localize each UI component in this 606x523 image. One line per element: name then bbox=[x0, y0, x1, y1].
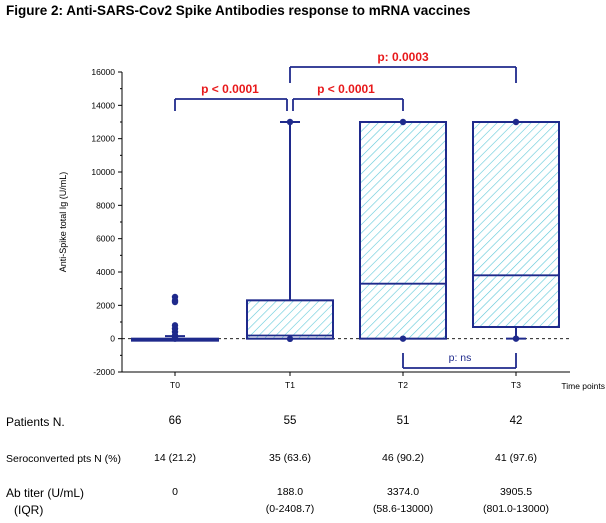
row-label-ab-titer: Ab titer (U/mL) bbox=[6, 486, 85, 500]
x-tick-label: T2 bbox=[398, 380, 408, 390]
table-cell: 3374.0 bbox=[386, 486, 420, 498]
outlier-point bbox=[286, 335, 294, 343]
x-axis-label: Time points bbox=[561, 381, 605, 391]
y-tick-label: 10000 bbox=[91, 167, 115, 177]
box-plot-chart: -2000 0 2000 4000 6000 8000 10000 12000 14000 160… bbox=[58, 50, 605, 391]
box-T2 bbox=[359, 121, 447, 340]
table-cell: 0 bbox=[172, 486, 178, 498]
outlier-point bbox=[512, 118, 520, 126]
outlier-point bbox=[399, 118, 407, 126]
row-label-seroconverted: Seroconverted pts N (%) bbox=[6, 453, 121, 465]
figure-title: Figure 2: Anti-SARS-Cov2 Spike Antibodie… bbox=[6, 3, 471, 18]
y-tick-label: 2000 bbox=[96, 300, 115, 310]
table-cell: 42 bbox=[509, 415, 523, 427]
y-tick-label: 0 bbox=[110, 334, 115, 344]
table-cell: 3905.5 bbox=[499, 486, 533, 498]
p-value-label: p: 0.0003 bbox=[377, 50, 429, 64]
y-tick-label: 12000 bbox=[91, 134, 115, 144]
y-tick-label: 6000 bbox=[96, 234, 115, 244]
chart-plot bbox=[131, 118, 560, 343]
table-cell: 41 (97.6) bbox=[494, 452, 538, 464]
chart-annotations: p < 0.0001 p < 0.0001 p: 0.0003 p: ns bbox=[174, 50, 517, 369]
table-cell: 46 (90.2) bbox=[381, 452, 425, 464]
table-cell: 66 bbox=[168, 415, 182, 427]
box-T3 bbox=[472, 121, 560, 328]
row-label-iqr: (IQR) bbox=[14, 503, 44, 517]
table-cell-iqr: (801.0-13000) bbox=[483, 503, 549, 515]
y-axis-label: Anti-Spike total Ig (U/mL) bbox=[58, 172, 68, 273]
table-cell: 188.0 bbox=[276, 486, 304, 498]
box-T1 bbox=[246, 299, 334, 340]
outlier-point bbox=[171, 335, 179, 342]
y-tick-label: 4000 bbox=[96, 267, 115, 277]
table-cell: 51 bbox=[396, 415, 410, 427]
table-cell: 14 (21.2) bbox=[153, 452, 197, 464]
table-cell-iqr: (58.6-13000) bbox=[372, 503, 434, 515]
table-cell: 35 (63.6) bbox=[268, 452, 312, 464]
table-cell-iqr: (0-2408.7) bbox=[265, 503, 315, 515]
x-tick-label: T3 bbox=[511, 380, 521, 390]
p-value-label: p: ns bbox=[449, 352, 472, 364]
y-tick-label: 16000 bbox=[91, 67, 115, 77]
p-value-label: p < 0.0001 bbox=[317, 82, 375, 96]
outlier-point bbox=[286, 118, 294, 126]
table-cell: 55 bbox=[283, 415, 297, 427]
x-tick-label: T0 bbox=[170, 380, 180, 390]
p-value-label: p < 0.0001 bbox=[201, 82, 259, 96]
y-tick-label: 14000 bbox=[91, 100, 115, 110]
outlier-point bbox=[399, 335, 407, 342]
y-tick-label: -2000 bbox=[93, 367, 115, 377]
outlier-point bbox=[171, 298, 179, 306]
x-tick-label: T1 bbox=[285, 380, 295, 390]
y-tick-label: 8000 bbox=[96, 200, 115, 210]
row-label-patients: Patients N. bbox=[6, 415, 65, 429]
outlier-point bbox=[512, 335, 520, 342]
